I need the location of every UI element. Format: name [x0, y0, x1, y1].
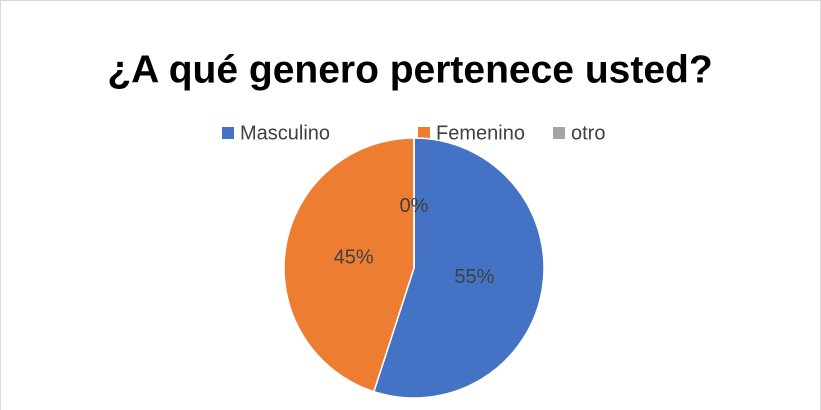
- chart-title: ¿A qué genero pertenece usted?: [107, 48, 712, 91]
- legend-swatch: [222, 127, 234, 139]
- legend-swatch: [418, 127, 430, 139]
- data-label: 45%: [334, 247, 374, 269]
- data-label: 55%: [454, 266, 494, 288]
- legend-label: otro: [571, 122, 605, 144]
- pie-slice: [283, 137, 415, 393]
- legend-swatch: [553, 127, 565, 139]
- pie-slice: [372, 137, 545, 399]
- data-label: 0%: [400, 195, 429, 217]
- legend-label: Femenino: [436, 122, 525, 144]
- legend-label: Masculino: [240, 122, 330, 144]
